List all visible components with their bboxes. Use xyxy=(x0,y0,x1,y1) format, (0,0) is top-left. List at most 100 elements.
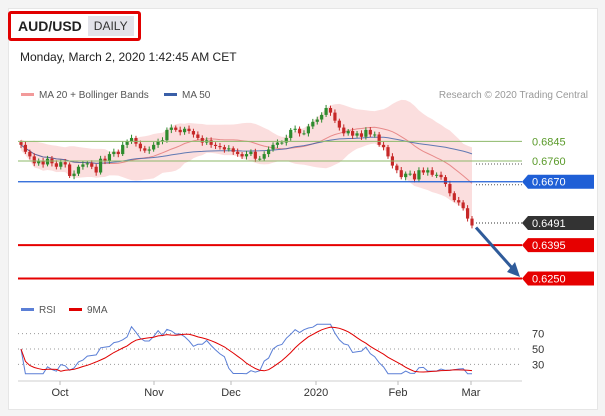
candle-body xyxy=(213,144,218,147)
candle-body xyxy=(364,129,368,137)
candle-body xyxy=(395,165,399,171)
rsi-ma-legend-swatch xyxy=(69,308,82,311)
support-tag xyxy=(522,238,594,253)
candle-body xyxy=(222,147,226,150)
candle-body xyxy=(435,174,439,176)
candle-body xyxy=(121,144,125,155)
ma50-legend-swatch xyxy=(164,93,177,96)
support-label: 0.6395 xyxy=(532,240,566,252)
candle-body xyxy=(23,144,28,152)
rsi-level-label: 30 xyxy=(532,359,544,371)
rsi-line xyxy=(20,323,472,375)
candle-body xyxy=(63,162,67,165)
candle-body xyxy=(267,149,271,155)
candle-body xyxy=(187,128,191,132)
candle-body xyxy=(320,114,324,120)
rsi-legend-swatch xyxy=(21,308,34,311)
candle-body xyxy=(165,129,169,141)
candle-body xyxy=(284,137,288,143)
candle-body xyxy=(178,129,182,133)
candle-body xyxy=(182,128,187,133)
candle-body xyxy=(324,108,328,115)
candle-body xyxy=(408,173,412,175)
candle-body xyxy=(103,158,107,161)
candle-body xyxy=(359,133,364,137)
candle-body xyxy=(209,140,213,145)
candle-body xyxy=(45,158,50,165)
candle-body xyxy=(129,137,134,142)
candle-body xyxy=(315,119,319,122)
candle-body xyxy=(461,202,465,209)
pivot-label: 0.6670 xyxy=(532,177,566,189)
candle-body xyxy=(351,131,355,136)
period-badge[interactable]: DAILY xyxy=(87,16,134,36)
candle-body xyxy=(85,163,89,165)
candle-body xyxy=(244,154,249,157)
candle-body xyxy=(81,164,85,167)
candle-body xyxy=(457,200,461,203)
candle-body xyxy=(333,112,337,121)
candle-body xyxy=(293,128,297,130)
candle-body xyxy=(271,144,275,150)
x-tick-label: Mar xyxy=(462,387,481,399)
candle-body xyxy=(430,170,434,175)
rsi-ma-line xyxy=(20,326,473,373)
candle-body xyxy=(37,160,41,164)
credit-label: Research © 2020 Trading Central xyxy=(439,90,588,101)
candle-body xyxy=(280,142,284,144)
candle-body xyxy=(253,151,257,159)
candle-body xyxy=(373,134,377,136)
candle-body xyxy=(328,108,333,113)
candle-body xyxy=(421,170,425,173)
rsi-ma-legend-label: 9MA xyxy=(87,305,108,316)
candle-body xyxy=(191,131,196,135)
instrument-pair: AUD/USD xyxy=(18,18,82,34)
candle-body xyxy=(412,173,417,180)
candle-body xyxy=(143,148,147,151)
candle-body xyxy=(90,163,94,167)
support-label: 0.6250 xyxy=(532,273,566,285)
candle-body xyxy=(417,170,421,180)
rsi-level-label: 50 xyxy=(532,344,544,356)
x-tick-label: Feb xyxy=(389,387,408,399)
candle-body xyxy=(337,120,341,128)
candle-body xyxy=(227,148,231,150)
pivot-tag xyxy=(522,174,594,189)
forecast-arrow-head xyxy=(507,262,520,278)
candle-body xyxy=(68,164,72,176)
support-tag xyxy=(522,271,594,286)
last-price-label: 0.6491 xyxy=(532,218,566,230)
candle-body xyxy=(28,151,32,157)
candle-body xyxy=(275,142,280,145)
x-tick-label: Oct xyxy=(51,387,68,399)
candle-body xyxy=(125,141,129,145)
candle-body xyxy=(134,137,138,144)
timestamp: Monday, March 2, 2020 1:42:45 AM CET xyxy=(20,50,237,64)
candle-body xyxy=(439,174,443,178)
candle-body xyxy=(152,144,156,150)
bollinger-legend-swatch xyxy=(21,93,34,96)
candle-body xyxy=(302,133,306,135)
candle-body xyxy=(41,160,45,165)
candle-body xyxy=(112,151,116,155)
candle-body xyxy=(59,162,63,167)
candle-body xyxy=(196,134,200,138)
candle-body xyxy=(231,148,235,152)
x-tick-label: Nov xyxy=(144,387,164,399)
candle-body xyxy=(377,134,381,145)
candle-body xyxy=(76,166,81,174)
resistance-label: 0.6760 xyxy=(532,156,566,168)
x-axis: Oct Nov Dec 2020 Feb Mar xyxy=(51,381,481,399)
candle-body xyxy=(448,184,452,194)
levels: 0.6845 0.6760 0.6670 0.6491 0.6395 0.6250 xyxy=(18,136,594,286)
candle-body xyxy=(289,129,293,138)
candle-body xyxy=(54,163,58,167)
candle-body xyxy=(355,133,359,136)
candle-body xyxy=(32,156,36,164)
candle-body xyxy=(116,151,120,155)
instrument-title-box: AUD/USD DAILY xyxy=(8,11,141,41)
candle-body xyxy=(262,154,266,159)
candle-body xyxy=(368,129,372,135)
candle-body xyxy=(386,147,390,157)
